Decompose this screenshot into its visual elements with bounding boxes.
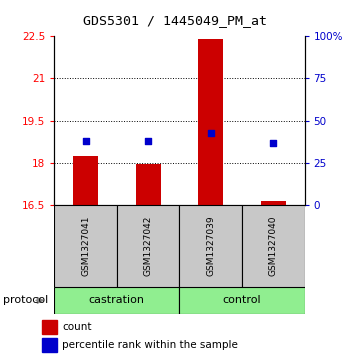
Text: GDS5301 / 1445049_PM_at: GDS5301 / 1445049_PM_at bbox=[83, 14, 267, 27]
Bar bbox=[242, 205, 304, 287]
Point bbox=[83, 138, 88, 144]
Point bbox=[208, 130, 213, 135]
Bar bbox=[42, 320, 57, 334]
Text: percentile rank within the sample: percentile rank within the sample bbox=[62, 340, 238, 350]
Text: control: control bbox=[223, 295, 261, 305]
Text: GSM1327039: GSM1327039 bbox=[206, 216, 215, 276]
Bar bbox=[117, 205, 179, 287]
Text: castration: castration bbox=[89, 295, 145, 305]
Bar bbox=[135, 164, 161, 205]
Bar bbox=[179, 205, 242, 287]
Text: protocol: protocol bbox=[4, 295, 49, 305]
Bar bbox=[73, 156, 98, 205]
Bar bbox=[198, 39, 223, 205]
Point bbox=[271, 140, 276, 146]
Bar bbox=[179, 287, 304, 314]
Bar bbox=[261, 201, 286, 205]
Text: GSM1327042: GSM1327042 bbox=[144, 216, 153, 276]
Point bbox=[145, 138, 151, 144]
Bar bbox=[42, 338, 57, 352]
Bar bbox=[54, 287, 179, 314]
Text: GSM1327040: GSM1327040 bbox=[269, 216, 278, 276]
Text: count: count bbox=[62, 322, 92, 332]
Bar bbox=[54, 205, 117, 287]
Text: GSM1327041: GSM1327041 bbox=[81, 216, 90, 276]
